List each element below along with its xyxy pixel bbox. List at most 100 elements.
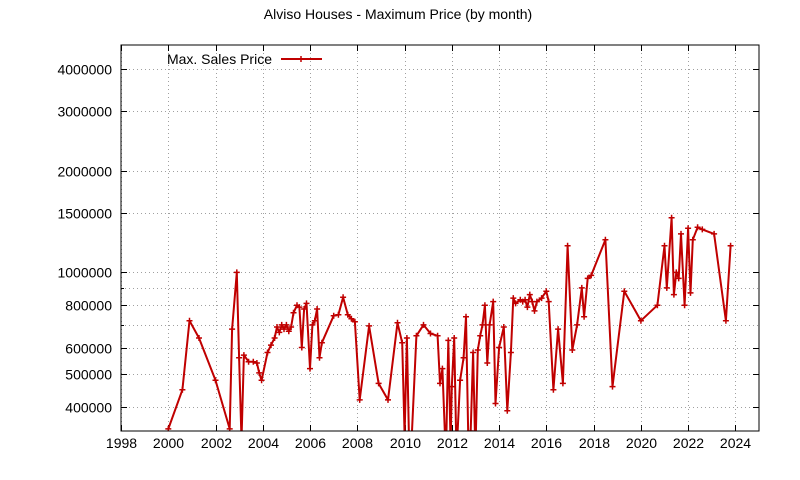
data-point	[375, 380, 382, 387]
data-point	[543, 288, 550, 295]
data-point	[281, 326, 287, 333]
data-point	[250, 358, 257, 365]
data-point	[276, 329, 283, 336]
data-point	[309, 321, 316, 328]
data-point	[531, 307, 538, 314]
data-point	[394, 319, 401, 326]
data-point	[522, 296, 529, 303]
legend: Max. Sales Price	[167, 51, 322, 67]
data-point	[699, 226, 706, 233]
data-point	[399, 339, 406, 346]
data-point	[533, 298, 540, 305]
data-point	[240, 352, 247, 359]
data-point	[439, 365, 446, 372]
data-point	[484, 360, 491, 366]
data-point	[496, 344, 503, 351]
data-point	[457, 377, 464, 384]
data-point	[268, 342, 274, 349]
data-point	[526, 291, 533, 298]
y-tick-label: 1000000	[57, 265, 112, 281]
data-point	[481, 302, 488, 309]
x-tick-label: 2000	[153, 435, 184, 451]
data-point	[524, 304, 531, 311]
data-point	[186, 317, 193, 324]
data-point	[303, 300, 310, 307]
y-tick-label: 600000	[65, 341, 112, 357]
x-tick-label: 1998	[106, 435, 137, 451]
data-point	[335, 311, 342, 318]
series-group	[165, 214, 734, 431]
data-point	[420, 321, 427, 328]
data-point	[621, 288, 628, 295]
data-point	[296, 304, 303, 311]
data-point	[663, 284, 670, 291]
data-point	[307, 365, 313, 372]
x-tick-label: 2024	[720, 435, 751, 451]
data-point	[474, 347, 481, 353]
data-point	[678, 230, 684, 237]
data-point	[681, 302, 688, 309]
data-point	[584, 275, 591, 282]
y-tick-label: 2000000	[57, 164, 112, 180]
data-point	[285, 328, 292, 335]
data-point	[555, 326, 562, 333]
y-tick-label: 3000000	[57, 104, 112, 120]
data-point	[403, 335, 410, 341]
data-point	[479, 321, 486, 328]
plot-border	[120, 44, 760, 432]
data-point	[274, 324, 280, 330]
data-point	[609, 383, 616, 390]
legend-label: Max. Sales Price	[167, 51, 272, 67]
x-tick-label: 2020	[626, 435, 657, 451]
data-point	[413, 332, 420, 339]
data-point	[470, 349, 477, 356]
data-point	[366, 322, 373, 329]
data-point	[694, 224, 701, 231]
data-point	[264, 349, 271, 356]
data-point	[574, 321, 581, 328]
x-tick-label: 2010	[390, 435, 421, 451]
data-point	[492, 400, 499, 407]
data-point	[538, 295, 545, 302]
data-point	[356, 396, 363, 403]
series-layer	[165, 214, 734, 431]
x-tick-label: 2004	[248, 435, 279, 451]
data-point	[637, 317, 644, 324]
data-point	[685, 225, 692, 232]
data-point	[283, 321, 290, 328]
data-point	[196, 335, 202, 341]
data-point	[550, 386, 557, 393]
y-tick-label: 4000000	[57, 62, 112, 78]
data-point	[318, 339, 325, 346]
data-point	[564, 242, 571, 249]
data-point	[722, 317, 729, 324]
x-tick-label: 2016	[531, 435, 562, 451]
data-point	[311, 317, 318, 324]
data-point	[448, 383, 455, 390]
y-tick-label: 800000	[65, 298, 112, 314]
x-tick-label: 2008	[342, 435, 373, 451]
data-point	[212, 377, 219, 384]
data-point	[507, 349, 514, 356]
data-point	[179, 386, 186, 393]
x-tick-label: 2018	[579, 435, 610, 451]
data-point	[351, 318, 358, 325]
data-point	[340, 294, 347, 301]
data-point	[467, 428, 474, 431]
data-point	[271, 335, 278, 341]
data-point	[253, 360, 260, 366]
data-point	[512, 300, 519, 307]
data-point	[385, 396, 391, 403]
data-point	[490, 298, 497, 305]
data-point	[689, 236, 696, 243]
data-point	[668, 214, 675, 221]
data-point	[236, 354, 243, 361]
data-point	[314, 306, 321, 312]
data-point	[687, 289, 694, 296]
y-tick-label: 1500000	[57, 206, 112, 222]
x-tick-label: 2006	[295, 435, 326, 451]
data-point	[233, 269, 240, 276]
data-point	[344, 311, 351, 318]
